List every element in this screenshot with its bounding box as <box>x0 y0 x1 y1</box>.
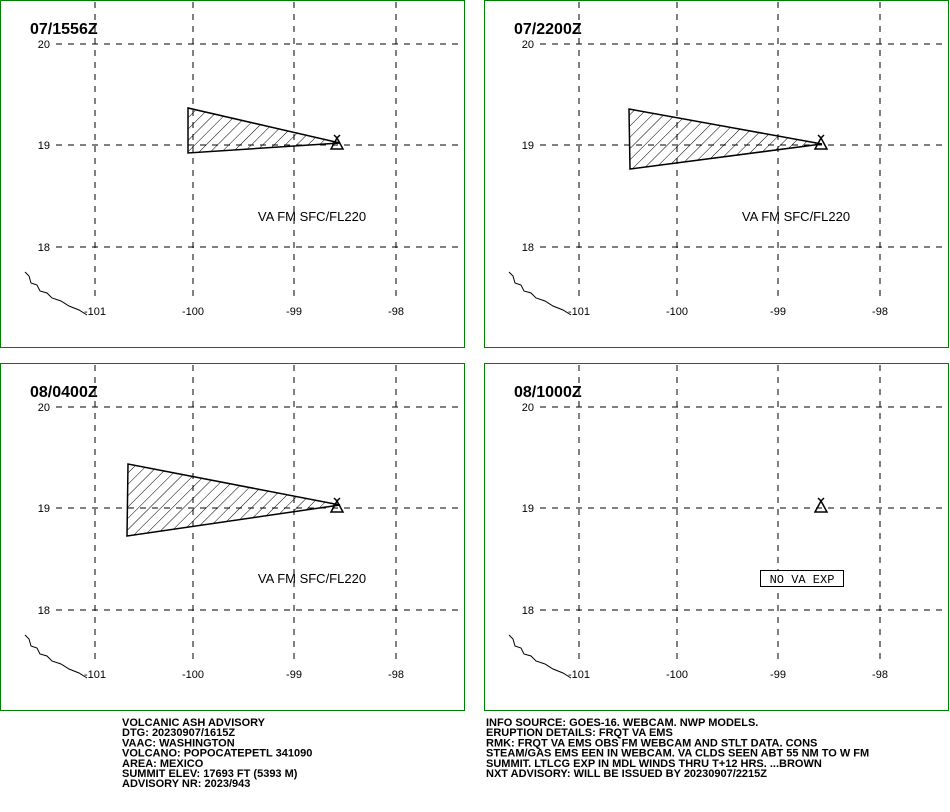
lat-label: 19 <box>38 503 50 515</box>
panel-border <box>0 363 465 711</box>
advisory-line: VOLCANO: POPOCATEPETL 341090 <box>122 748 312 760</box>
lat-label: 18 <box>38 605 50 617</box>
advisory-line: VAAC: WASHINGTON <box>122 737 235 749</box>
va-note: VA FM SFC/FL220 <box>258 209 366 224</box>
lat-label: 20 <box>38 39 50 51</box>
panel-border <box>0 0 465 348</box>
ash-area <box>628 108 823 170</box>
advisory-line: INFO SOURCE: GOES-16. WEBCAM. NWP MODELS… <box>486 717 758 729</box>
lat-label: 18 <box>38 242 50 254</box>
lat-label: 20 <box>522 402 534 414</box>
va-note: VA FM SFC/FL220 <box>742 209 850 224</box>
lon-label: -98 <box>872 669 888 681</box>
coastline <box>24 271 88 316</box>
panel-title: 08/1000Z <box>514 384 582 401</box>
advisory-line: DTG: 20230907/1615Z <box>122 727 235 739</box>
lon-label: -100 <box>182 669 204 681</box>
va-note: VA FM SFC/FL220 <box>258 571 366 586</box>
lat-label: 18 <box>522 605 534 617</box>
lon-label: -99 <box>770 306 786 318</box>
advisory-line: NXT ADVISORY: WILL BE ISSUED BY 20230907… <box>486 768 767 780</box>
va-note: NO VA EXP <box>770 573 835 587</box>
lon-label: -101 <box>84 669 106 681</box>
ash-area <box>126 463 341 537</box>
advisory-line: RMK: FRQT VA EMS OBS FM WEBCAM AND STLT … <box>486 737 817 749</box>
map-panel: 20 19 18 -101 -100 -99 -98 07/1556Z VA FM SFC/FL… <box>0 0 465 348</box>
lon-label: -98 <box>872 306 888 318</box>
ash-area <box>187 107 341 154</box>
map-panel: 20 19 18 -101 -100 -99 -98 08/0400Z VA FM SFC/FL… <box>0 363 465 711</box>
lon-label: -98 <box>388 306 404 318</box>
volcano-icon <box>813 134 829 150</box>
advisory-line: SUMMIT. LTLCG EXP IN MDL WINDS THRU T+12… <box>486 758 822 770</box>
lat-label: 20 <box>522 39 534 51</box>
lat-label: 19 <box>38 140 50 152</box>
volcano-icon <box>329 497 345 513</box>
coastline <box>508 271 572 316</box>
lon-label: -98 <box>388 669 404 681</box>
map-panel: 20 19 18 -101 -100 -99 -98 07/2200Z VA FM SFC/FL… <box>484 0 949 348</box>
coastline <box>24 634 88 679</box>
lat-label: 19 <box>522 503 534 515</box>
lon-label: -99 <box>770 669 786 681</box>
volcano-icon <box>813 497 829 513</box>
lon-label: -99 <box>286 306 302 318</box>
advisory-line: ADVISORY NR: 2023/943 <box>122 778 250 790</box>
panel-title: 08/0400Z <box>30 384 98 401</box>
advisory-line: SUMMIT ELEV: 17693 FT (5393 M) <box>122 768 298 780</box>
map-panel: 20 19 18 -101 -100 -99 -98 08/1000Z NO VA EXP <box>484 363 949 711</box>
lon-label: -100 <box>666 669 688 681</box>
lon-label: -101 <box>568 669 590 681</box>
advisory-line: AREA: MEXICO <box>122 758 204 770</box>
lon-label: -101 <box>84 306 106 318</box>
advisory-line: STEAM/GAS EMS EEN IN WEBCAM. VA CLDS SEE… <box>486 748 869 760</box>
advisory-line: ERUPTION DETAILS: FRQT VA EMS <box>486 727 673 739</box>
lon-label: -100 <box>182 306 204 318</box>
volcano-icon <box>329 134 345 150</box>
panel-title: 07/1556Z <box>30 21 98 38</box>
lat-label: 18 <box>522 242 534 254</box>
lon-label: -99 <box>286 669 302 681</box>
lat-label: 19 <box>522 140 534 152</box>
panel-border <box>484 363 949 711</box>
lon-label: -101 <box>568 306 590 318</box>
advisory-line: VOLCANIC ASH ADVISORY <box>122 717 266 729</box>
note-box <box>760 570 844 587</box>
panel-title: 07/2200Z <box>514 21 582 38</box>
coastline <box>508 634 572 679</box>
lon-label: -100 <box>666 306 688 318</box>
lat-label: 20 <box>38 402 50 414</box>
panel-border <box>484 0 949 348</box>
